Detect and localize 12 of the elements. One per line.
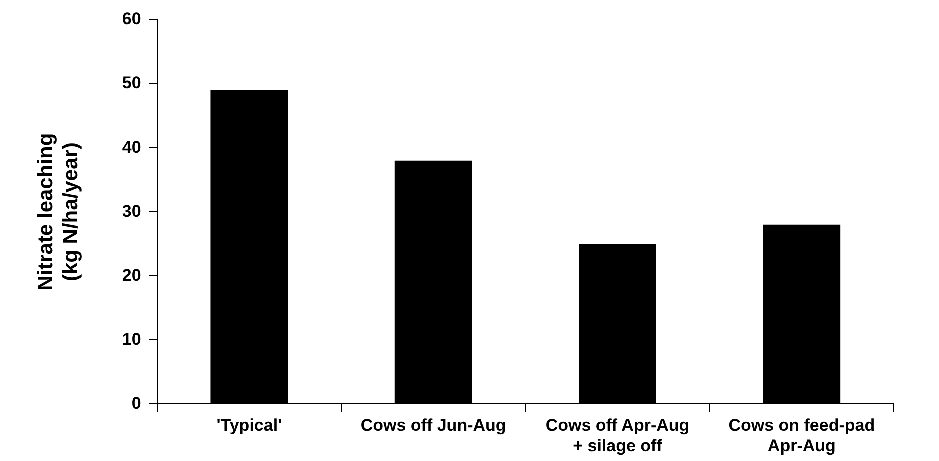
y-tick-label: 0	[132, 394, 142, 413]
x-tick-label: Cows off Jun-Aug	[360, 416, 506, 436]
x-tick-label: 'Typical'	[216, 416, 282, 436]
y-tick-label: 30	[122, 202, 142, 221]
y-tick-label: 10	[122, 330, 142, 349]
x-tick-label: Cows off Apr-Aug + silage off	[546, 416, 690, 456]
y-axis-title: Nitrate leaching (kg N/ha/year)	[34, 133, 83, 291]
y-tick-label: 20	[122, 266, 142, 285]
y-tick-label: 60	[122, 10, 142, 29]
x-tick-label: Cows on feed-pad Apr-Aug	[728, 416, 876, 456]
y-tick-label: 50	[122, 74, 142, 93]
y-tick-label: 40	[122, 138, 142, 157]
